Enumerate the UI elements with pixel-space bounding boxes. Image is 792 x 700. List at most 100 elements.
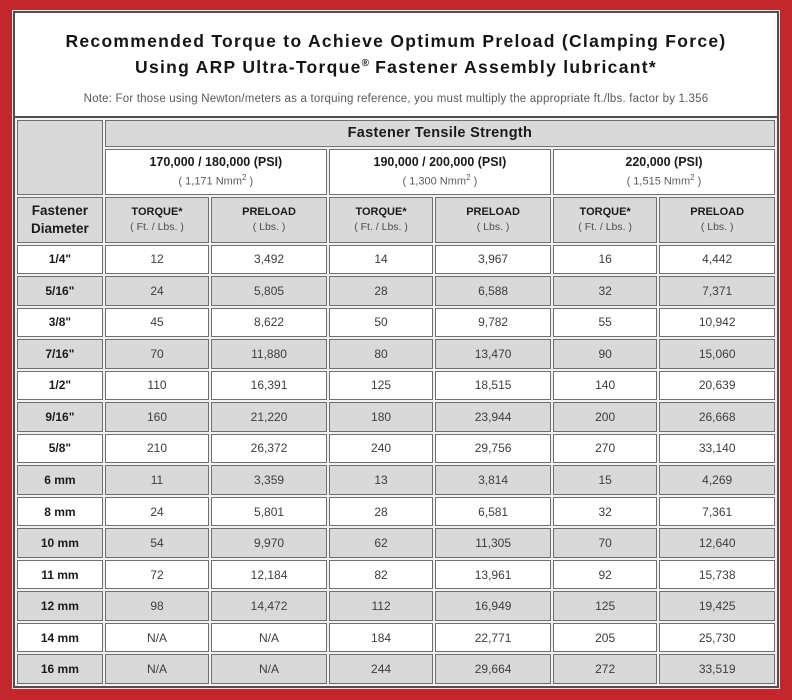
psi-title: 190,000 / 200,000 (PSI) xyxy=(373,155,507,170)
preload-cell: 6,588 xyxy=(435,276,551,306)
torque-cell: 82 xyxy=(328,559,434,590)
torque-cell: N/A xyxy=(104,654,210,684)
torque-cell: 125 xyxy=(328,370,434,401)
diameter-cell: 7/16" xyxy=(17,339,103,369)
diameter-cell: 5/16" xyxy=(17,276,103,306)
preload-label: PRELOAD xyxy=(466,206,520,218)
preload-cell: 3,359 xyxy=(211,465,327,495)
psi-header-row: 170,000 / 180,000 (PSI) ( 1,171 Nmm2 ) 1… xyxy=(17,148,775,195)
diameter-header-line1: Fastener xyxy=(31,202,89,218)
torque-cell: 14 xyxy=(328,244,434,275)
table-row: 10 mm 54 9,970 62 11,305 70 12,640 xyxy=(17,528,775,558)
diameter-cell: 1/2" xyxy=(17,370,103,401)
torque-cell: 24 xyxy=(104,496,210,527)
nmm-pre: ( 1,300 Nmm xyxy=(402,175,467,188)
psi-group-170: 170,000 / 180,000 (PSI) ( 1,171 Nmm2 ) xyxy=(104,148,327,195)
preload-cell: 5,805 xyxy=(211,276,327,306)
torque-cell: 12 xyxy=(104,244,210,275)
preload-cell: 15,738 xyxy=(659,559,775,590)
preload-cell: 7,361 xyxy=(659,496,775,527)
diameter-header-line2: Diameter xyxy=(31,220,89,236)
preload-cell: 22,771 xyxy=(435,622,551,653)
preload-cell: 12,640 xyxy=(659,528,775,558)
preload-cell: 16,391 xyxy=(211,370,327,401)
diameter-cell: 10 mm xyxy=(17,528,103,558)
torque-cell: 62 xyxy=(328,528,434,558)
torque-cell: 70 xyxy=(104,339,210,369)
nmm-post: ) xyxy=(694,175,702,188)
torque-label: TORQUE* xyxy=(131,206,183,218)
preload-units: ( Lbs. ) xyxy=(252,221,286,233)
preload-cell: 26,668 xyxy=(659,402,775,432)
preload-cell: 14,472 xyxy=(211,591,327,621)
torque-column-header: TORQUE* ( Ft. / Lbs. ) xyxy=(328,196,434,243)
torque-cell: 184 xyxy=(328,622,434,653)
title-block: Recommended Torque to Achieve Optimum Pr… xyxy=(15,13,777,116)
page-title-line1: Recommended Torque to Achieve Optimum Pr… xyxy=(65,31,727,51)
torque-cell: 28 xyxy=(328,496,434,527)
preload-cell: N/A xyxy=(211,654,327,684)
page-title-line2: Using ARP Ultra-Torque® Fastener Assembl… xyxy=(23,54,769,80)
preload-cell: 11,305 xyxy=(435,528,551,558)
torque-cell: 16 xyxy=(552,244,658,275)
registered-trademark-symbol: ® xyxy=(361,58,369,70)
preload-cell: 9,970 xyxy=(211,528,327,558)
diameter-cell: 14 mm xyxy=(17,622,103,653)
preload-cell: 29,664 xyxy=(435,654,551,684)
preload-cell: 4,442 xyxy=(659,244,775,275)
psi-title: 220,000 (PSI) xyxy=(625,155,703,170)
nmm-post: ) xyxy=(246,175,254,188)
table-row: 9/16" 160 21,220 180 23,944 200 26,668 xyxy=(17,402,775,432)
torque-cell: 200 xyxy=(552,402,658,432)
preload-cell: 11,880 xyxy=(211,339,327,369)
torque-cell: 98 xyxy=(104,591,210,621)
torque-cell: 24 xyxy=(104,276,210,306)
psi-nmm-subtitle: ( 1,515 Nmm2 ) xyxy=(554,173,774,188)
preload-cell: 3,492 xyxy=(211,244,327,275)
psi-nmm-subtitle: ( 1,300 Nmm2 ) xyxy=(330,173,550,188)
table-row: 3/8" 45 8,622 50 9,782 55 10,942 xyxy=(17,307,775,338)
nmm-post: ) xyxy=(470,175,478,188)
nmm-sup: 2 xyxy=(242,173,247,183)
nmm-sup: 2 xyxy=(690,173,695,183)
diameter-cell: 6 mm xyxy=(17,465,103,495)
torque-cell: 125 xyxy=(552,591,658,621)
torque-cell: 80 xyxy=(328,339,434,369)
content-panel: Recommended Torque to Achieve Optimum Pr… xyxy=(13,11,779,688)
torque-cell: 92 xyxy=(552,559,658,590)
preload-cell: 4,269 xyxy=(659,465,775,495)
torque-cell: 15 xyxy=(552,465,658,495)
diameter-cell: 12 mm xyxy=(17,591,103,621)
diameter-cell: 11 mm xyxy=(17,559,103,590)
torque-cell: 240 xyxy=(328,433,434,464)
torque-cell: 32 xyxy=(552,496,658,527)
preload-cell: 26,372 xyxy=(211,433,327,464)
torque-label: TORQUE* xyxy=(355,206,407,218)
preload-cell: 16,949 xyxy=(435,591,551,621)
torque-units: ( Ft. / Lbs. ) xyxy=(578,221,632,233)
table-row: 16 mm N/A N/A 244 29,664 272 33,519 xyxy=(17,654,775,684)
column-header-row: Fastener Diameter TORQUE* ( Ft. / Lbs. )… xyxy=(17,196,775,243)
preload-cell: 19,425 xyxy=(659,591,775,621)
torque-cell: 55 xyxy=(552,307,658,338)
psi-group-190: 190,000 / 200,000 (PSI) ( 1,300 Nmm2 ) xyxy=(328,148,551,195)
corner-cell xyxy=(17,119,103,195)
torque-cell: 205 xyxy=(552,622,658,653)
preload-cell: 33,140 xyxy=(659,433,775,464)
table-row: 7/16" 70 11,880 80 13,470 90 15,060 xyxy=(17,339,775,369)
table-row: 1/2" 110 16,391 125 18,515 140 20,639 xyxy=(17,370,775,401)
torque-units: ( Ft. / Lbs. ) xyxy=(130,221,184,233)
psi-group-220: 220,000 (PSI) ( 1,515 Nmm2 ) xyxy=(552,148,775,195)
torque-cell: 272 xyxy=(552,654,658,684)
preload-cell: 12,184 xyxy=(211,559,327,590)
psi-nmm-subtitle: ( 1,171 Nmm2 ) xyxy=(106,173,326,188)
tensile-strength-row: Fastener Tensile Strength xyxy=(17,119,775,195)
diameter-cell: 8 mm xyxy=(17,496,103,527)
preload-cell: N/A xyxy=(211,622,327,653)
torque-cell: 270 xyxy=(552,433,658,464)
torque-cell: 244 xyxy=(328,654,434,684)
preload-cell: 3,814 xyxy=(435,465,551,495)
torque-cell: 72 xyxy=(104,559,210,590)
fastener-diameter-header: Fastener Diameter xyxy=(17,196,103,243)
